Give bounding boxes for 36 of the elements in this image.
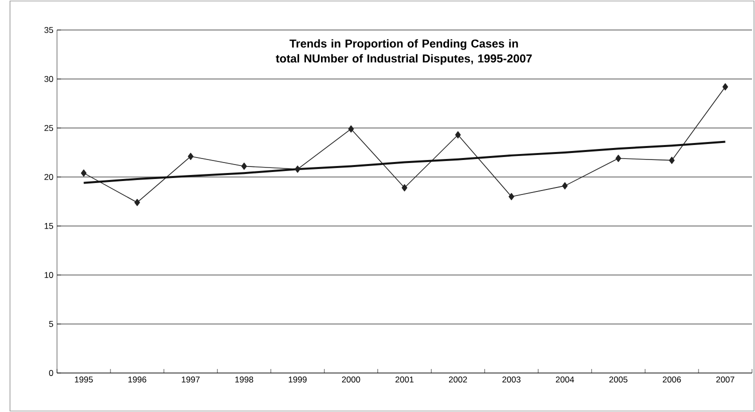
point [188,152,194,160]
x-tick-label: 1995 [74,376,93,383]
x-tick-label: 2003 [502,376,520,383]
x-tick-label: 2005 [609,376,628,383]
x-tick-label: 1998 [235,376,254,383]
point [616,154,622,162]
point [80,169,87,177]
y-tick-label: 30 [44,76,54,82]
x-tick-label: 2001 [396,376,414,383]
x-tick-label: 2000 [342,376,360,383]
y-tick-label: 0 [49,370,54,376]
point [669,156,675,164]
y-tick-label: 5 [49,321,54,327]
x-tick-label: 1996 [128,376,146,383]
point [294,166,300,173]
point [402,184,408,192]
point [562,182,568,190]
y-tick-label: 15 [44,223,54,229]
point [241,162,247,170]
y-tick-label: 35 [44,27,54,33]
line-series [82,140,726,184]
y-tick-label: 10 [44,272,54,278]
point [722,83,728,90]
x-tick-label: 2006 [662,376,681,383]
x-tick-label: 2004 [556,376,574,383]
point [455,131,461,138]
text: Trends in Proportion of Pending Cases in total NUmber of Industrial Disputes, 1995-2007 [276,39,532,65]
point [348,125,354,133]
point [508,193,514,200]
x-tick-label: 1999 [288,376,307,383]
point [134,198,140,206]
x-tick-label: 2002 [448,376,467,383]
x-tick-label: 2007 [716,376,734,383]
y-tick-label: 25 [44,125,54,131]
x-tick-label: 1997 [182,376,200,383]
y-tick-label: 20 [44,174,54,180]
